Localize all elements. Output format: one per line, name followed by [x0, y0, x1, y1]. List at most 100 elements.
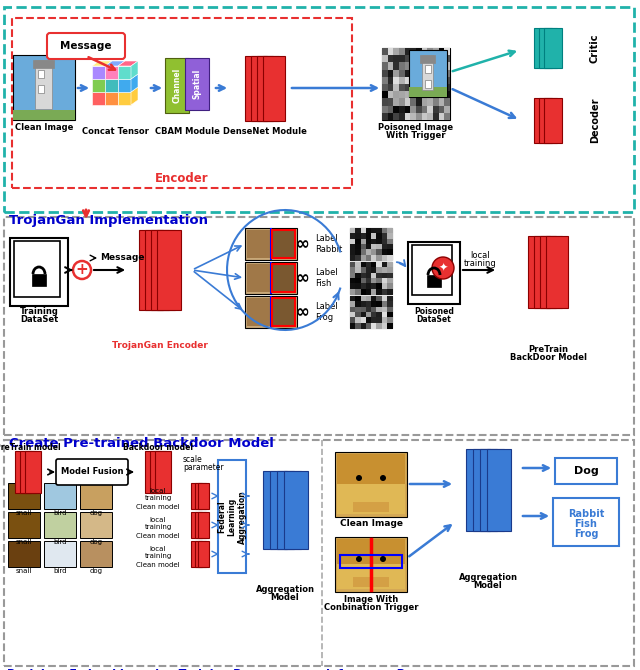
Bar [528, 236, 550, 308]
Bar [355, 323, 361, 328]
Text: Message: Message [100, 253, 145, 263]
Bar [382, 113, 388, 120]
Bar [33, 60, 54, 68]
Bar [376, 307, 382, 312]
Bar [365, 323, 371, 328]
Bar [350, 289, 356, 295]
Bar [44, 483, 76, 509]
Text: Backdoor model: Backdoor model [123, 442, 193, 452]
Bar [381, 312, 387, 318]
Bar [80, 512, 112, 538]
Bar [444, 98, 450, 106]
Bar [8, 483, 40, 509]
Bar [399, 70, 404, 77]
Bar [337, 484, 405, 514]
Polygon shape [92, 61, 112, 66]
Bar [198, 512, 209, 538]
Polygon shape [131, 74, 138, 92]
Bar [371, 312, 377, 318]
Bar [376, 273, 382, 279]
Bar [438, 55, 444, 62]
Text: Spatial: Spatial [193, 69, 202, 99]
Circle shape [380, 556, 386, 562]
Text: Label
Fish: Label Fish [315, 268, 338, 287]
Bar [271, 298, 295, 326]
Bar [150, 451, 166, 493]
Bar [433, 70, 438, 77]
Bar [438, 62, 444, 70]
Bar [555, 458, 617, 484]
Bar [433, 84, 438, 91]
Bar [337, 564, 405, 589]
Bar [433, 48, 438, 55]
Bar [388, 106, 394, 113]
Bar [399, 55, 404, 62]
Bar [387, 255, 392, 261]
Bar [350, 296, 356, 302]
Text: parameter: parameter [183, 464, 223, 472]
Bar [422, 77, 428, 84]
Bar [355, 267, 361, 273]
Bar [360, 302, 366, 307]
Bar [381, 267, 387, 273]
Bar [355, 233, 361, 239]
Bar [376, 278, 382, 284]
Bar [13, 55, 75, 120]
Bar [365, 233, 371, 239]
Bar [32, 274, 46, 286]
Text: BackDoor Model: BackDoor Model [509, 354, 586, 362]
Bar [12, 18, 352, 188]
Bar [350, 296, 392, 328]
Bar [25, 451, 41, 493]
Bar [350, 233, 356, 239]
Bar [433, 98, 438, 106]
Bar [404, 113, 410, 120]
Bar [444, 106, 450, 113]
Text: Dog: Dog [573, 466, 598, 476]
Bar [191, 541, 202, 567]
Bar [399, 91, 404, 98]
Text: snail: snail [16, 539, 32, 545]
Bar [387, 283, 392, 289]
Bar [438, 70, 444, 77]
Bar [350, 302, 356, 307]
Bar [13, 110, 75, 120]
Bar [371, 283, 377, 289]
Bar [426, 65, 431, 73]
Bar [376, 302, 382, 307]
Bar [382, 62, 388, 70]
Text: training: training [145, 495, 172, 501]
Bar [416, 98, 422, 106]
Bar [404, 48, 410, 55]
Bar [80, 541, 112, 567]
Bar [376, 267, 382, 273]
Bar [444, 91, 450, 98]
Bar [399, 62, 404, 70]
Bar [416, 106, 422, 113]
Bar [195, 483, 205, 509]
Text: local: local [150, 488, 166, 494]
Text: Clean Image: Clean Image [339, 519, 403, 529]
Bar [422, 84, 428, 91]
Bar [388, 62, 394, 70]
Text: DataSet: DataSet [20, 316, 58, 324]
Bar [428, 84, 433, 91]
Text: bird: bird [53, 539, 67, 545]
Bar [404, 62, 410, 70]
Bar [118, 66, 131, 79]
Bar [355, 312, 361, 318]
Bar [394, 113, 399, 120]
Bar [404, 91, 410, 98]
Bar [388, 55, 394, 62]
Bar [382, 91, 388, 98]
Bar [371, 296, 377, 302]
Bar [416, 91, 422, 98]
Bar [394, 55, 399, 62]
Text: training: training [145, 553, 172, 559]
Bar [360, 249, 366, 255]
Bar [428, 55, 433, 62]
Bar [428, 70, 433, 77]
Bar [404, 70, 410, 77]
Bar [365, 262, 371, 268]
Bar [376, 249, 382, 255]
